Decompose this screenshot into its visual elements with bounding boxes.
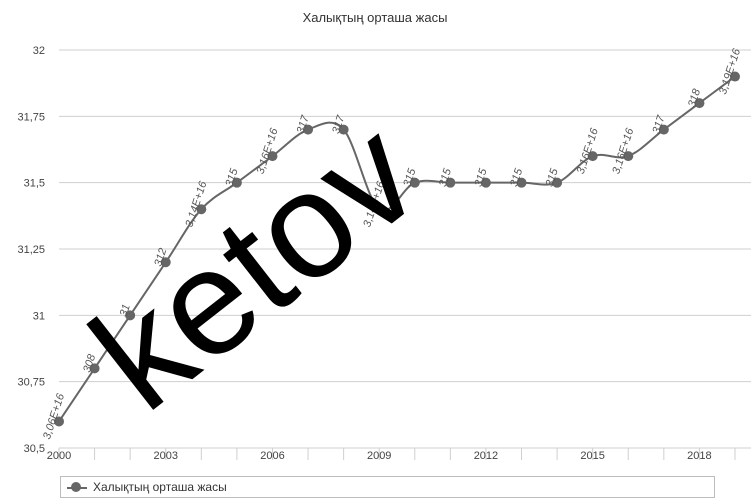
data-label: 317 xyxy=(330,113,347,135)
chart-title: Халықтың орташа жасы xyxy=(303,10,448,25)
series-point xyxy=(267,151,278,162)
x-tick-label: 2003 xyxy=(153,450,177,462)
data-label: 315 xyxy=(437,166,454,188)
data-label: 315 xyxy=(223,166,240,188)
x-tick-label: 2009 xyxy=(367,450,391,462)
x-tick-label: 2018 xyxy=(687,450,711,462)
x-axis-ticks: 2000 2003 2006 2009 2012 2015 2018 xyxy=(47,448,736,462)
series-points xyxy=(54,71,740,427)
data-label: 31 xyxy=(118,303,133,318)
series-point xyxy=(160,257,171,268)
data-label: 317 xyxy=(295,113,312,135)
series-point xyxy=(445,177,456,188)
x-tick-label: 2000 xyxy=(47,450,71,462)
series-point xyxy=(409,177,420,188)
y-tick-label: 31,5 xyxy=(24,178,45,190)
series-point xyxy=(338,124,349,135)
legend-point-marker xyxy=(71,482,81,492)
series-point xyxy=(54,416,64,427)
data-label: 3,16E+16 xyxy=(575,126,601,176)
data-label: 315 xyxy=(401,166,418,188)
series-point xyxy=(729,71,740,82)
x-tick-label: 2015 xyxy=(580,450,604,462)
series-point xyxy=(303,124,314,135)
series-point xyxy=(231,177,242,188)
data-label: 3,16E+16 xyxy=(610,126,636,176)
series-point xyxy=(374,204,385,215)
data-label: 315 xyxy=(473,166,490,188)
y-tick-label: 30,5 xyxy=(24,443,45,455)
x-tick-label: 2006 xyxy=(260,450,284,462)
series-line xyxy=(58,75,736,423)
data-label: 315 xyxy=(508,166,525,188)
y-axis-ticks: 30,5 30,75 31 31,25 31,5 31,75 32 xyxy=(17,45,45,455)
legend: Халықтың орташа жасы xyxy=(60,476,715,498)
series-point xyxy=(516,177,527,188)
y-tick-label: 31,25 xyxy=(17,244,45,256)
data-label: 318 xyxy=(686,87,703,109)
y-tick-label: 30,75 xyxy=(17,377,45,389)
data-label: 3,19E+16 xyxy=(717,46,743,96)
y-tick-label: 32 xyxy=(33,45,45,57)
series-point xyxy=(89,363,100,374)
data-label: 308 xyxy=(81,352,98,374)
data-label: 317 xyxy=(650,113,667,135)
series-point xyxy=(480,177,491,188)
series-point xyxy=(658,124,669,135)
series-point xyxy=(694,98,705,109)
series-point xyxy=(587,151,598,162)
legend-label: Халықтың орташа жасы xyxy=(93,480,227,494)
series-point xyxy=(125,310,136,321)
watermark: ketov xyxy=(62,88,448,441)
series-point xyxy=(552,177,563,188)
x-tick-label: 2012 xyxy=(474,450,498,462)
y-tick-label: 31 xyxy=(33,310,45,322)
data-label: 312 xyxy=(152,247,169,268)
y-tick-label: 31,75 xyxy=(17,111,45,123)
data-label: 315 xyxy=(544,166,561,188)
series-point xyxy=(623,151,634,162)
series-point xyxy=(196,204,207,215)
